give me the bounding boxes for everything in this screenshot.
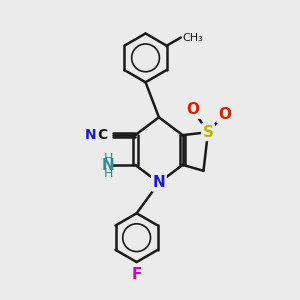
Text: H: H: [104, 167, 113, 180]
Text: N: N: [85, 128, 97, 142]
Text: O: O: [218, 107, 231, 122]
Text: N: N: [102, 158, 115, 173]
Text: C: C: [97, 128, 107, 142]
Text: H: H: [104, 152, 113, 165]
Text: N: N: [152, 175, 165, 190]
Text: O: O: [187, 102, 200, 117]
Text: S: S: [202, 125, 214, 140]
Text: CH₃: CH₃: [182, 32, 203, 43]
Text: F: F: [131, 267, 142, 282]
